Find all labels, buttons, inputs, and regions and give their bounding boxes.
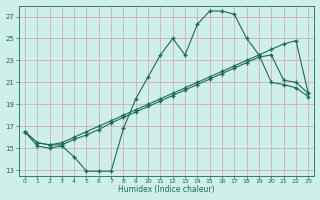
- X-axis label: Humidex (Indice chaleur): Humidex (Indice chaleur): [118, 185, 215, 194]
